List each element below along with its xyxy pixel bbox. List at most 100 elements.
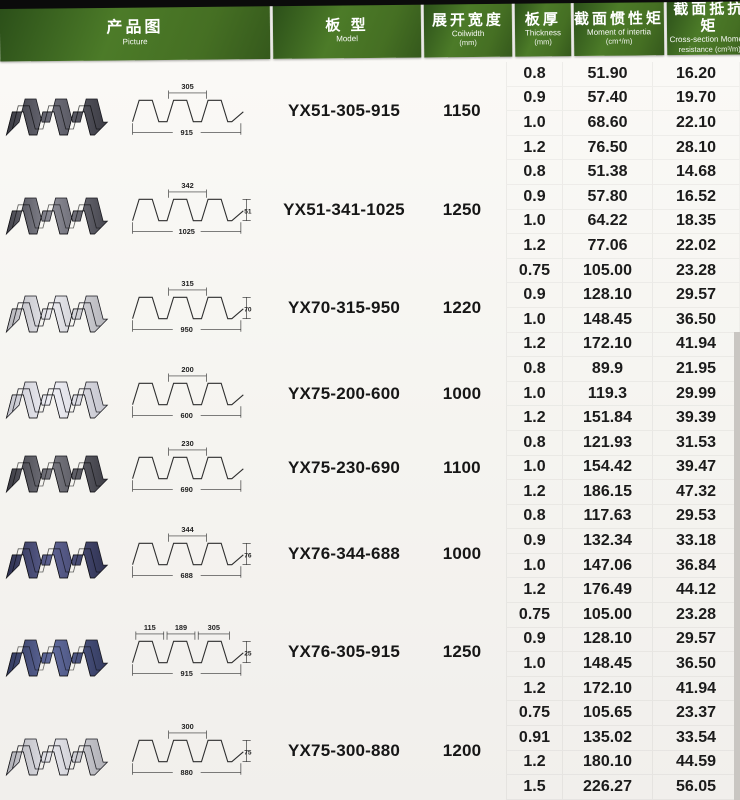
resistance-value: 47.32 xyxy=(652,480,740,505)
model-cell: YX75-200-600 xyxy=(287,384,401,404)
table-body: 305 915 YX51-305-915 1150 0.8 51.90 16.20 0.9 57… xyxy=(0,62,740,800)
profile-drawing: 305 915 xyxy=(132,82,244,137)
inertia-value: 128.10 xyxy=(562,627,652,653)
model-cell: YX75-300-880 xyxy=(287,740,401,760)
thickness-value: 1.0 xyxy=(506,455,562,481)
header-label-zh: 展开宽度 xyxy=(431,11,504,29)
inertia-value: 121.93 xyxy=(562,430,652,456)
svg-text:25: 25 xyxy=(244,651,252,658)
inertia-value: 148.45 xyxy=(562,307,652,333)
thickness-value: 1.0 xyxy=(506,307,562,333)
svg-text:915: 915 xyxy=(181,669,193,678)
inertia-value: 105.65 xyxy=(562,701,652,727)
picture-cell: 300 880 75 xyxy=(0,701,270,799)
product-sheet-image xyxy=(5,541,109,580)
resistance-value: 23.37 xyxy=(652,701,740,727)
product-sheet-image xyxy=(5,98,109,137)
profile-drawing: 344 688 76 xyxy=(132,525,252,580)
product-row-group: 115 189 305 915 25 YX76-305-915 1250 0.75 105.00… xyxy=(0,603,740,702)
product-sheet-image xyxy=(5,639,109,678)
profile-drawing: 230 690 xyxy=(132,439,244,494)
profile-drawing: 115 189 305 915 25 xyxy=(132,623,252,678)
column-header-model: 板 型 Model xyxy=(272,2,422,59)
product-row-group: 315 950 70 YX70-315-950 1220 0.75 105.00 23.28 0… xyxy=(0,258,740,358)
thickness-value: 0.8 xyxy=(506,504,562,530)
header-label-zh: 产品图 xyxy=(106,18,164,37)
coilwidth-cell: 1000 xyxy=(442,384,482,404)
svg-text:75: 75 xyxy=(244,749,252,756)
coilwidth-cell: 1250 xyxy=(442,642,482,662)
resistance-value: 29.57 xyxy=(652,627,740,653)
resistance-value: 44.59 xyxy=(652,750,740,776)
thickness-value: 0.75 xyxy=(506,603,562,628)
thickness-value: 1.2 xyxy=(506,406,562,431)
coilwidth-cell: 1200 xyxy=(442,740,482,760)
resistance-value: 33.18 xyxy=(652,529,740,554)
inertia-value: 64.22 xyxy=(562,209,652,235)
svg-text:880: 880 xyxy=(181,767,193,776)
svg-text:600: 600 xyxy=(181,411,193,420)
column-header-moment-of-inertia: 截面惯性矩 Moment of intertia (cm⁴/m) xyxy=(573,0,665,57)
header-label-unit: (mm) xyxy=(534,37,552,47)
thickness-value: 0.9 xyxy=(506,283,562,308)
thickness-value: 0.9 xyxy=(506,529,562,554)
resistance-value: 19.70 xyxy=(652,86,740,112)
svg-text:115: 115 xyxy=(144,623,156,632)
inertia-value: 154.42 xyxy=(562,455,652,481)
header-label-zh: 板 型 xyxy=(325,17,369,35)
header-label-zh: 截面惯性矩 xyxy=(573,9,664,28)
product-sheet-image xyxy=(5,381,109,420)
inertia-value: 117.63 xyxy=(562,504,652,530)
resistance-value: 23.28 xyxy=(652,258,740,284)
svg-text:230: 230 xyxy=(181,439,193,448)
coilwidth-cell: 1000 xyxy=(442,543,482,563)
inertia-value: 57.80 xyxy=(562,184,652,210)
header-label-unit: resistance (cm³/m) xyxy=(678,44,740,55)
photo-edge-artifact-right xyxy=(734,332,740,800)
resistance-value: 16.52 xyxy=(652,184,740,210)
thickness-value: 0.75 xyxy=(506,258,562,284)
svg-text:51: 51 xyxy=(244,208,252,215)
inertia-value: 128.10 xyxy=(562,283,652,308)
product-sheet-image xyxy=(5,197,109,235)
svg-text:915: 915 xyxy=(181,128,193,137)
thickness-value: 0.8 xyxy=(506,430,562,456)
thickness-value: 0.9 xyxy=(506,627,562,653)
picture-cell: 230 690 xyxy=(0,431,270,505)
thickness-value: 1.2 xyxy=(506,135,562,161)
thickness-value: 1.2 xyxy=(506,480,562,505)
thickness-value: 1.2 xyxy=(506,332,562,358)
thickness-value: 1.5 xyxy=(506,775,562,800)
thickness-value: 1.2 xyxy=(506,750,562,776)
header-label-en: Model xyxy=(336,34,359,44)
thickness-value: 1.2 xyxy=(506,578,562,604)
resistance-value: 28.10 xyxy=(652,135,740,161)
resistance-value: 36.50 xyxy=(652,652,740,677)
header-label-zh: 板厚 xyxy=(524,10,561,29)
inertia-value: 132.34 xyxy=(562,529,652,554)
column-header-thickness: 板厚 Thickness (mm) xyxy=(514,1,572,57)
resistance-value: 21.95 xyxy=(652,357,740,382)
svg-text:950: 950 xyxy=(181,325,193,334)
resistance-value: 56.05 xyxy=(652,775,740,800)
profile-drawing: 300 880 75 xyxy=(132,721,252,776)
resistance-value: 36.84 xyxy=(652,553,740,579)
profile-drawing: 342 1025 51 xyxy=(132,180,252,235)
header-label-en: Coilwidth xyxy=(451,28,485,39)
inertia-value: 147.06 xyxy=(562,553,652,579)
inertia-value: 135.02 xyxy=(562,726,652,751)
thickness-value: 1.0 xyxy=(506,381,562,407)
inertia-value: 176.49 xyxy=(562,578,652,604)
column-header-picture: 产品图 Picture xyxy=(0,3,271,62)
header-label-zh: 截面抵抗矩 xyxy=(673,0,740,36)
model-cell: YX51-341-1025 xyxy=(283,199,405,219)
product-row-group: 305 915 YX51-305-915 1150 0.8 51.90 16.20 0.9 57… xyxy=(0,62,740,161)
inertia-value: 186.15 xyxy=(562,480,652,505)
coilwidth-cell: 1100 xyxy=(443,457,481,477)
thickness-value: 1.0 xyxy=(506,652,562,677)
picture-cell: 344 688 76 xyxy=(0,505,270,603)
header-label-en: Moment of intertia xyxy=(586,27,652,37)
inertia-value: 68.60 xyxy=(562,111,652,136)
svg-text:305: 305 xyxy=(181,82,193,91)
